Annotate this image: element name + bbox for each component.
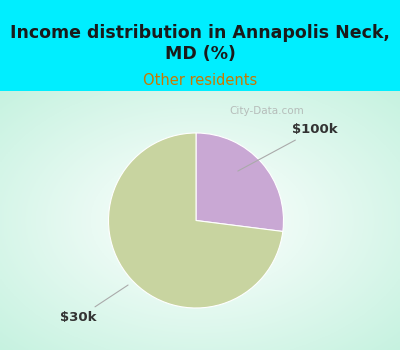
Text: $30k: $30k — [60, 285, 128, 324]
Wedge shape — [108, 133, 283, 308]
Text: $100k: $100k — [238, 123, 338, 171]
Text: Income distribution in Annapolis Neck,
MD (%): Income distribution in Annapolis Neck, M… — [10, 25, 390, 63]
Wedge shape — [196, 133, 284, 231]
Text: City-Data.com: City-Data.com — [229, 106, 304, 116]
Text: Other residents: Other residents — [143, 73, 257, 88]
